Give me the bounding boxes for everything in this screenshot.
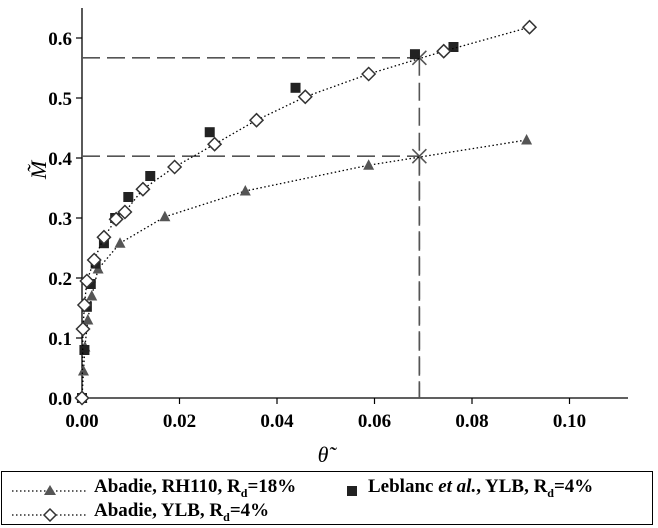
diamond-point (361, 66, 377, 82)
legend-item-abadie-ylb: Abadie, YLB, Rd=4% (10, 500, 269, 528)
diamond-point (297, 89, 313, 105)
diamond-point (75, 321, 91, 337)
diamond-point (74, 390, 90, 406)
y-tick-label: 0.0 (48, 389, 72, 410)
crosshair-marker (411, 148, 427, 164)
legend: Abadie, RH110, Rd=18% Leblanc et al., YL… (1, 471, 653, 525)
legend-item-leblanc: Leblanc et al., YLB, Rd=4% (342, 476, 593, 504)
square-point (290, 82, 301, 93)
diamond-point (96, 229, 112, 245)
legend-item-abadie-rh110: Abadie, RH110, Rd=18% (10, 476, 296, 504)
chart-plot: 0.00 0.02 0.04 0.06 0.08 0.10 0.0 0.1 0.2 0.3 0.4 0… (26, 8, 628, 467)
x-tick-label: 0.02 (163, 411, 196, 432)
y-tick-label: 0.1 (48, 329, 72, 350)
legend-label-leblanc: Leblanc et al., YLB, Rd=4% (368, 476, 594, 500)
triangle-point (159, 210, 171, 222)
y-tick-label: 0.4 (48, 149, 72, 170)
y-tick-label: 0.6 (48, 29, 72, 50)
square-point (123, 192, 134, 202)
triangle-point (77, 365, 89, 376)
triangle-point (239, 185, 251, 196)
square-point (204, 127, 215, 138)
series-line (81, 26, 530, 399)
diamond-point (207, 136, 223, 152)
y-tick-label: 0.5 (48, 89, 72, 110)
triangle-point (521, 134, 533, 145)
x-tick-label: 0.06 (358, 411, 391, 432)
triangle-point (82, 314, 94, 325)
legend-triangle-line-marker (12, 484, 88, 495)
x-tick-label: 0.10 (553, 411, 586, 432)
diamond-point (436, 43, 452, 59)
diamond-point (135, 181, 151, 197)
legend-diamond-line-marker (12, 507, 88, 522)
x-tick-label: 0.04 (260, 411, 294, 432)
legend-label-abadie-ylb: Abadie, YLB, Rd=4% (94, 500, 270, 524)
y-tick-label: 0.3 (48, 209, 72, 230)
triangle-point (86, 290, 98, 301)
square-point (448, 42, 459, 52)
square-point (145, 171, 156, 181)
y-tick-label: 0.2 (48, 269, 72, 290)
series-layer (74, 19, 538, 406)
tick-labels: 0.00 0.02 0.04 0.06 0.08 0.10 0.0 0.1 0.2 0.3 0.4 0… (48, 29, 586, 432)
diamond-point (117, 204, 133, 220)
x-axis-title: θ̃ (318, 442, 338, 467)
legend-label-abadie-rh110: Abadie, RH110, Rd=18% (94, 476, 297, 500)
triangle-point (114, 237, 126, 248)
y-axis-title: M̃ (26, 159, 51, 180)
axes (76, 8, 628, 404)
x-tick-label: 0.00 (65, 411, 98, 432)
triangle-point (363, 159, 375, 170)
reference-lines (82, 50, 427, 398)
diamond-point (79, 273, 95, 289)
diamond-point (248, 112, 265, 128)
diamond-point (86, 252, 102, 268)
x-tick-label: 0.08 (455, 411, 488, 432)
legend-square-marker (347, 485, 357, 496)
diamond-point (521, 19, 538, 35)
diamond-point (76, 297, 92, 313)
diamond-point (167, 159, 183, 175)
square-point (409, 49, 420, 60)
square-point (79, 345, 90, 355)
diamond-point (108, 211, 124, 227)
